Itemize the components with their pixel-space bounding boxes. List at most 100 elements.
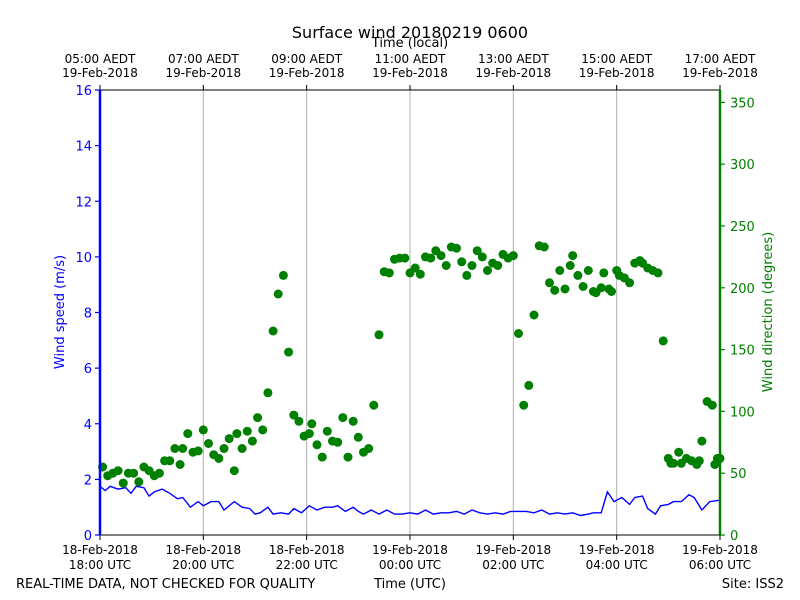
site-label: Site: ISS2 bbox=[722, 577, 784, 592]
wind-direction-point bbox=[343, 452, 353, 462]
x-top-tick-label: 09:00 AEDT bbox=[271, 52, 342, 66]
y-left-tick-label: 2 bbox=[84, 473, 92, 488]
x-bottom-tick-label: 19-Feb-2018 bbox=[682, 543, 758, 557]
y-left-tick-label: 8 bbox=[84, 307, 92, 322]
wind-direction-point bbox=[258, 425, 268, 435]
wind-direction-point bbox=[493, 261, 503, 270]
wind-direction-point bbox=[560, 284, 570, 294]
x-top-tick-label: 19-Feb-2018 bbox=[579, 66, 655, 80]
wind-direction-point bbox=[353, 432, 363, 442]
x-top-tick-label: 13:00 AEDT bbox=[478, 52, 549, 66]
wind-direction-point bbox=[154, 468, 164, 478]
wind-direction-point bbox=[307, 419, 317, 429]
y-right-tick-label: 100 bbox=[730, 405, 755, 420]
wind-direction-point bbox=[508, 251, 518, 261]
x-bottom-tick-label: 06:00 UTC bbox=[689, 558, 751, 572]
wind-direction-point bbox=[273, 289, 283, 299]
x-bottom-tick-label: 22:00 UTC bbox=[276, 558, 338, 572]
axes: 0 2 4 6 8 10 12 14 16 0 50 100 150 200 250 300 350 18-Feb… bbox=[62, 52, 758, 572]
wind-direction-point bbox=[369, 400, 379, 410]
wind-direction-point bbox=[596, 283, 606, 293]
wind-direction-point bbox=[539, 242, 549, 252]
chart-title: Surface wind 20180219 0600 bbox=[292, 23, 528, 42]
wind-direction-point bbox=[232, 429, 242, 439]
y-right-tick-label: 250 bbox=[730, 220, 755, 235]
x-top-tick-label: 19-Feb-2018 bbox=[475, 66, 551, 80]
y-left-tick-label: 10 bbox=[75, 251, 92, 266]
wind-direction-point bbox=[514, 329, 523, 338]
x-bottom-tick-label: 00:00 UTC bbox=[379, 558, 441, 572]
wind-direction-point bbox=[599, 268, 609, 278]
wind-direction-point bbox=[224, 434, 234, 444]
wind-direction-point bbox=[312, 440, 322, 450]
x-bottom-tick-label: 18-Feb-2018 bbox=[269, 543, 345, 557]
wind-direction-point bbox=[317, 452, 327, 462]
wind-direction-point bbox=[625, 278, 635, 288]
wind-direction-point bbox=[436, 251, 446, 261]
wind-direction-point bbox=[384, 268, 394, 278]
x-bottom-tick-label: 18-Feb-2018 bbox=[165, 543, 241, 557]
wind-direction-point bbox=[242, 426, 252, 436]
wind-direction-point bbox=[555, 266, 565, 275]
x-top-tick-label: 19-Feb-2018 bbox=[269, 66, 345, 80]
y-right-tick-label: 0 bbox=[730, 529, 738, 544]
x-top-tick-label: 17:00 AEDT bbox=[685, 52, 756, 66]
wind-direction-point bbox=[268, 326, 278, 336]
wind-direction-point bbox=[294, 416, 304, 426]
wind-direction-point bbox=[607, 287, 616, 296]
wind-speed-line bbox=[99, 485, 721, 517]
wind-direction-point bbox=[229, 466, 239, 476]
x-bottom-tick-label: 19-Feb-2018 bbox=[579, 543, 655, 557]
wind-direction-point bbox=[374, 330, 384, 340]
wind-direction-point bbox=[452, 243, 461, 253]
x-top-tick-label: 19-Feb-2018 bbox=[62, 66, 138, 80]
wind-direction-point bbox=[415, 269, 425, 279]
x-bottom-tick-label: 18:00 UTC bbox=[69, 558, 131, 572]
wind-direction-point bbox=[658, 336, 668, 346]
grid-lines bbox=[202, 90, 618, 535]
y-left-tick-label: 0 bbox=[84, 529, 92, 544]
wind-direction-point bbox=[304, 429, 314, 439]
wind-direction-point bbox=[219, 444, 229, 453]
y-right-tick-label: 150 bbox=[730, 344, 755, 359]
wind-direction-point bbox=[284, 347, 294, 357]
wind-direction-point bbox=[333, 437, 343, 447]
x-bottom-tick-label: 02:00 UTC bbox=[482, 558, 544, 572]
wind-direction-point bbox=[178, 444, 188, 453]
wind-direction-point bbox=[129, 468, 139, 478]
wind-direction-point bbox=[441, 261, 451, 270]
wind-direction-point bbox=[565, 261, 575, 270]
wind-direction-point bbox=[410, 263, 420, 273]
wind-direction-point bbox=[426, 253, 436, 263]
y-right-tick-label: 300 bbox=[730, 158, 755, 173]
wind-direction-point bbox=[707, 400, 717, 410]
wind-direction-series bbox=[98, 241, 725, 488]
wind-direction-point bbox=[348, 416, 358, 426]
wind-direction-point bbox=[400, 253, 410, 263]
wind-direction-point bbox=[550, 285, 560, 295]
wind-direction-point bbox=[278, 270, 288, 280]
wind-direction-point bbox=[198, 425, 208, 435]
wind-direction-point bbox=[697, 436, 707, 446]
right-axis-label: Wind direction (degrees) bbox=[761, 232, 776, 392]
wind-direction-point bbox=[477, 252, 487, 262]
x-bottom-tick-label: 04:00 UTC bbox=[586, 558, 648, 572]
wind-direction-point bbox=[578, 282, 588, 291]
x-bottom-tick-label: 18-Feb-2018 bbox=[62, 543, 138, 557]
wind-direction-point bbox=[165, 456, 175, 466]
wind-direction-point bbox=[457, 257, 467, 267]
wind-direction-point bbox=[568, 251, 578, 261]
wind-speed-series bbox=[99, 485, 721, 517]
wind-direction-point bbox=[674, 447, 684, 457]
wind-direction-point bbox=[524, 380, 534, 390]
x-top-tick-label: 19-Feb-2018 bbox=[165, 66, 241, 80]
x-top-tick-label: 19-Feb-2018 bbox=[682, 66, 758, 80]
x-top-tick-label: 19-Feb-2018 bbox=[372, 66, 448, 80]
y-left-tick-label: 16 bbox=[75, 84, 92, 99]
x-top-tick-label: 05:00 AEDT bbox=[65, 52, 136, 66]
wind-direction-point bbox=[573, 270, 583, 280]
wind-direction-point bbox=[545, 278, 554, 288]
wind-direction-point bbox=[529, 310, 539, 320]
wind-direction-point bbox=[253, 413, 263, 423]
